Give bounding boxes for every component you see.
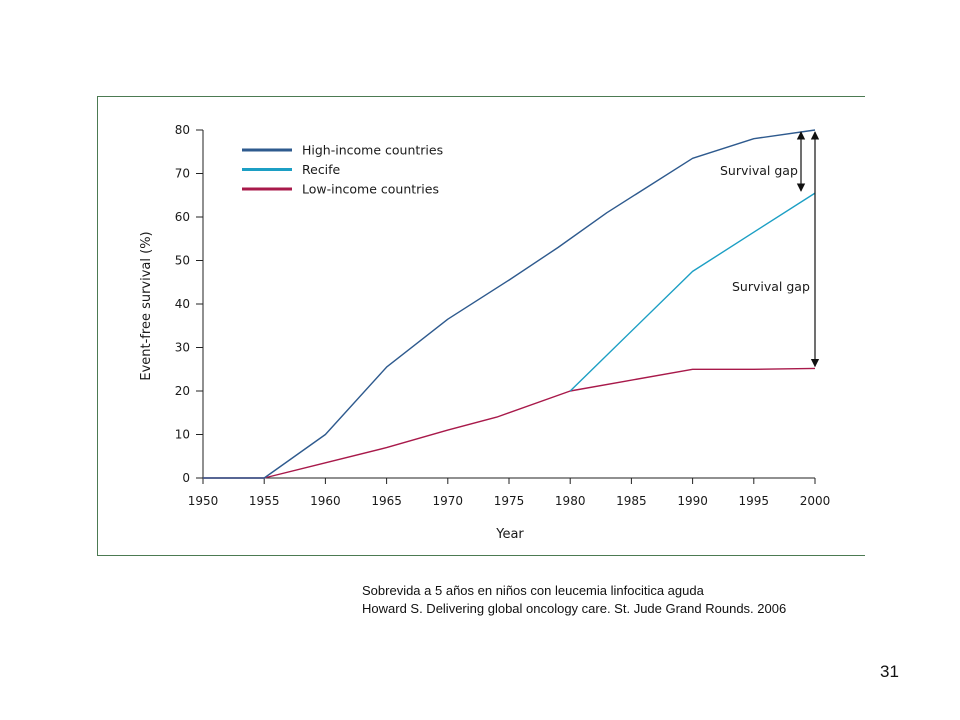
x-tick-label: 1975 bbox=[494, 494, 525, 508]
y-tick-label: 20 bbox=[175, 384, 190, 398]
slide-number: 31 bbox=[880, 662, 899, 681]
x-tick-label: 1955 bbox=[249, 494, 280, 508]
legend-label: Low-income countries bbox=[302, 182, 439, 197]
series-line-high-income-countries bbox=[203, 129, 816, 479]
legend-label: High-income countries bbox=[302, 143, 443, 158]
x-tick-label: 1995 bbox=[739, 494, 770, 508]
survival-gap-label: Survival gap bbox=[720, 163, 798, 178]
series-line-low-income-countries bbox=[203, 367, 816, 479]
caption: Sobrevida a 5 años en niños con leucemia… bbox=[362, 582, 786, 618]
x-axis-label: Year bbox=[495, 527, 524, 542]
chart-frame bbox=[97, 96, 865, 556]
y-axis-label: Event-free survival (%) bbox=[139, 231, 154, 380]
caption-line-2: Howard S. Delivering global oncology car… bbox=[362, 601, 787, 616]
legend-label: Recife bbox=[302, 162, 341, 177]
series-line-recife bbox=[569, 192, 816, 392]
y-tick-label: 50 bbox=[175, 254, 190, 268]
y-tick-label: 60 bbox=[175, 210, 190, 224]
y-tick-label: 10 bbox=[175, 428, 190, 442]
y-tick-label: 70 bbox=[175, 167, 190, 181]
x-tick-label: 1990 bbox=[677, 494, 708, 508]
x-tick-label: 1965 bbox=[371, 494, 402, 508]
y-tick-label: 0 bbox=[182, 471, 190, 485]
x-tick-label: 1950 bbox=[188, 494, 219, 508]
x-tick-label: 1980 bbox=[555, 494, 586, 508]
x-tick-label: 1985 bbox=[616, 494, 647, 508]
survival-gap-label: Survival gap bbox=[732, 279, 810, 294]
y-tick-label: 40 bbox=[175, 297, 190, 311]
caption-line-1: Sobrevida a 5 años en niños con leucemia… bbox=[362, 583, 704, 598]
y-tick-label: 30 bbox=[175, 341, 190, 355]
x-tick-label: 2000 bbox=[800, 494, 831, 508]
y-tick-label: 80 bbox=[175, 123, 190, 137]
x-tick-label: 1970 bbox=[433, 494, 464, 508]
x-tick-label: 1960 bbox=[310, 494, 341, 508]
